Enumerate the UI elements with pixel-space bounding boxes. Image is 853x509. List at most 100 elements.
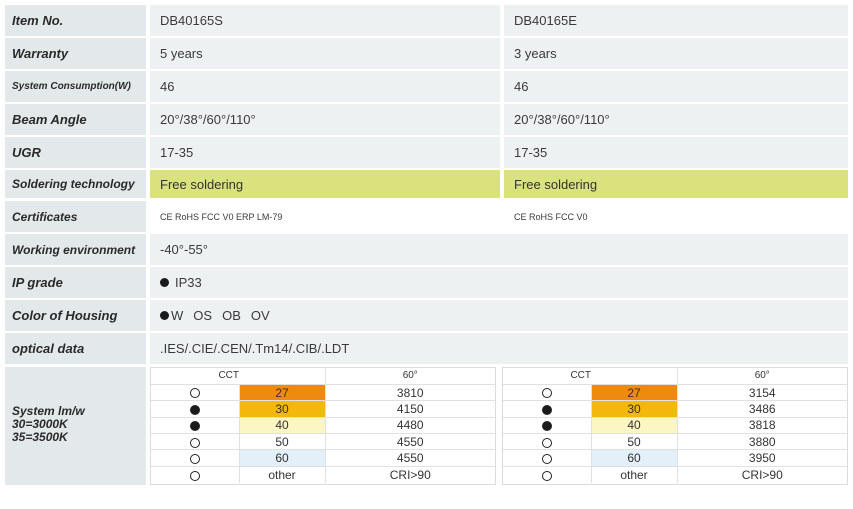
row-label: Color of Housing	[5, 300, 146, 331]
cct-cell: 27	[238, 384, 325, 402]
cct-cell: 40	[238, 417, 325, 435]
header-angle: 60°	[676, 368, 847, 385]
spec-row-soldering: Soldering technology Free soldering Free…	[5, 170, 848, 198]
housing-option: OB	[222, 308, 241, 323]
value-shared: .IES/.CIE/.CEN/.Tm14/.CIB/.LDT	[150, 333, 848, 364]
cct-row: other CRI>90	[503, 466, 847, 483]
radio-cell	[151, 433, 239, 451]
row-label: Certificates	[5, 201, 146, 232]
row-label: UGR	[5, 137, 146, 168]
label-line: 30=3000K	[12, 417, 68, 431]
row-label: Soldering technology	[5, 170, 146, 198]
spec-row-consumption: System Consumption(W) 46 46	[5, 71, 848, 102]
row-label: Beam Angle	[5, 104, 146, 135]
lm-value: 3818	[676, 417, 847, 435]
radio-cell	[151, 400, 239, 418]
cct-row: 40 3818	[503, 417, 847, 435]
lm-value: 4150	[324, 400, 495, 418]
cct-row: other CRI>90	[151, 466, 495, 483]
radio-cell	[151, 417, 239, 435]
value-variant-b: 46	[504, 71, 848, 102]
cct-row: 40 4480	[151, 417, 495, 435]
spec-row-certificates: Certificates CE RoHS FCC V0 ERP LM-79 CE…	[5, 201, 848, 232]
value-variant-b: 3 years	[504, 38, 848, 69]
radio-cell	[503, 433, 591, 451]
value-variant-a: 17-35	[150, 137, 500, 168]
cct-cell: 50	[590, 433, 677, 451]
value-variant-a: 20°/38°/60°/110°	[150, 104, 500, 135]
cct-cell: 27	[590, 384, 677, 402]
spec-row-environment: Working environment -40°-55°	[5, 234, 848, 265]
header-cct: CCT	[503, 368, 591, 385]
system-lmw-label: System lm/w 30=3000K 35=3500K	[5, 367, 146, 485]
row-label: Working environment	[5, 234, 146, 265]
cct-cell: other	[590, 466, 677, 483]
radio-selected-icon	[189, 421, 200, 432]
spec-row-item-no: Item No. DB40165S DB40165E	[5, 5, 848, 36]
lm-value: CRI>90	[676, 466, 847, 483]
header-cct: CCT	[151, 368, 239, 385]
spec-row-ip-grade: IP grade IP33	[5, 267, 848, 298]
value-variant-b: 20°/38°/60°/110°	[504, 104, 848, 135]
radio-cell	[503, 384, 591, 402]
value-variant-b: 17-35	[504, 137, 848, 168]
cct-row: 50 4550	[151, 433, 495, 451]
value-variant-a: CE RoHS FCC V0 ERP LM-79	[150, 201, 500, 232]
value-variant-a: 5 years	[150, 38, 500, 69]
cct-cell: 50	[238, 433, 325, 451]
cct-row: 27 3810	[151, 384, 495, 402]
lm-value: 4550	[324, 449, 495, 467]
row-label: System Consumption(W)	[5, 71, 146, 102]
radio-cell	[151, 449, 239, 467]
cct-row: 60 3950	[503, 449, 847, 467]
cct-table: CCT 60° 27 3154 30 3486 40 3818 50	[503, 368, 847, 483]
radio-cell	[503, 449, 591, 467]
cct-row: 30 4150	[151, 400, 495, 418]
value-variant-b: CE RoHS FCC V0	[504, 201, 848, 232]
lm-value: 3154	[676, 384, 847, 402]
cct-cell: 60	[590, 449, 677, 467]
lm-value: 3950	[676, 449, 847, 467]
row-label: optical data	[5, 333, 146, 364]
ip-value: IP33	[175, 275, 202, 290]
housing-option: W	[171, 308, 184, 323]
bullet-icon	[160, 311, 169, 320]
header-spacer	[591, 368, 677, 385]
radio-icon	[541, 453, 552, 464]
cct-row: 27 3154	[503, 384, 847, 402]
radio-icon	[189, 388, 200, 399]
lm-value: 3880	[676, 433, 847, 451]
radio-cell	[151, 384, 239, 402]
system-panel-variant-a: CCT 60° 27 3810 30 4150 40 4480 50	[150, 367, 496, 485]
cct-cell: 40	[590, 417, 677, 435]
cct-cell: 60	[238, 449, 325, 467]
radio-selected-icon	[541, 421, 552, 432]
cct-table-header: CCT 60°	[151, 368, 495, 385]
radio-cell	[503, 417, 591, 435]
radio-cell	[151, 466, 239, 482]
value-shared: -40°-55°	[150, 234, 848, 265]
value-shared: IP33	[150, 267, 848, 298]
row-label: Item No.	[5, 5, 146, 36]
spec-row-housing: Color of Housing W OS OB OV	[5, 300, 848, 331]
header-angle: 60°	[324, 368, 495, 385]
housing-option: OS	[193, 308, 213, 323]
bullet-icon	[160, 278, 169, 287]
label-line: 35=3500K	[12, 430, 68, 444]
spec-row-warranty: Warranty 5 years 3 years	[5, 38, 848, 69]
lm-value: 3486	[676, 400, 847, 418]
value-variant-a: Free soldering	[150, 170, 500, 198]
cct-row: 30 3486	[503, 400, 847, 418]
radio-icon	[189, 453, 200, 464]
row-label: Warranty	[5, 38, 146, 69]
spec-row-optical-data: optical data .IES/.CIE/.CEN/.Tm14/.CIB/.…	[5, 333, 848, 364]
cct-table: CCT 60° 27 3810 30 4150 40 4480 50	[151, 368, 495, 483]
radio-icon	[189, 470, 200, 481]
value-variant-b: DB40165E	[504, 5, 848, 36]
cct-cell: other	[238, 466, 325, 483]
value-variant-a: 46	[150, 71, 500, 102]
row-label: IP grade	[5, 267, 146, 298]
radio-icon	[189, 437, 200, 448]
cct-table-header: CCT 60°	[503, 368, 847, 385]
cct-row: 50 3880	[503, 433, 847, 451]
